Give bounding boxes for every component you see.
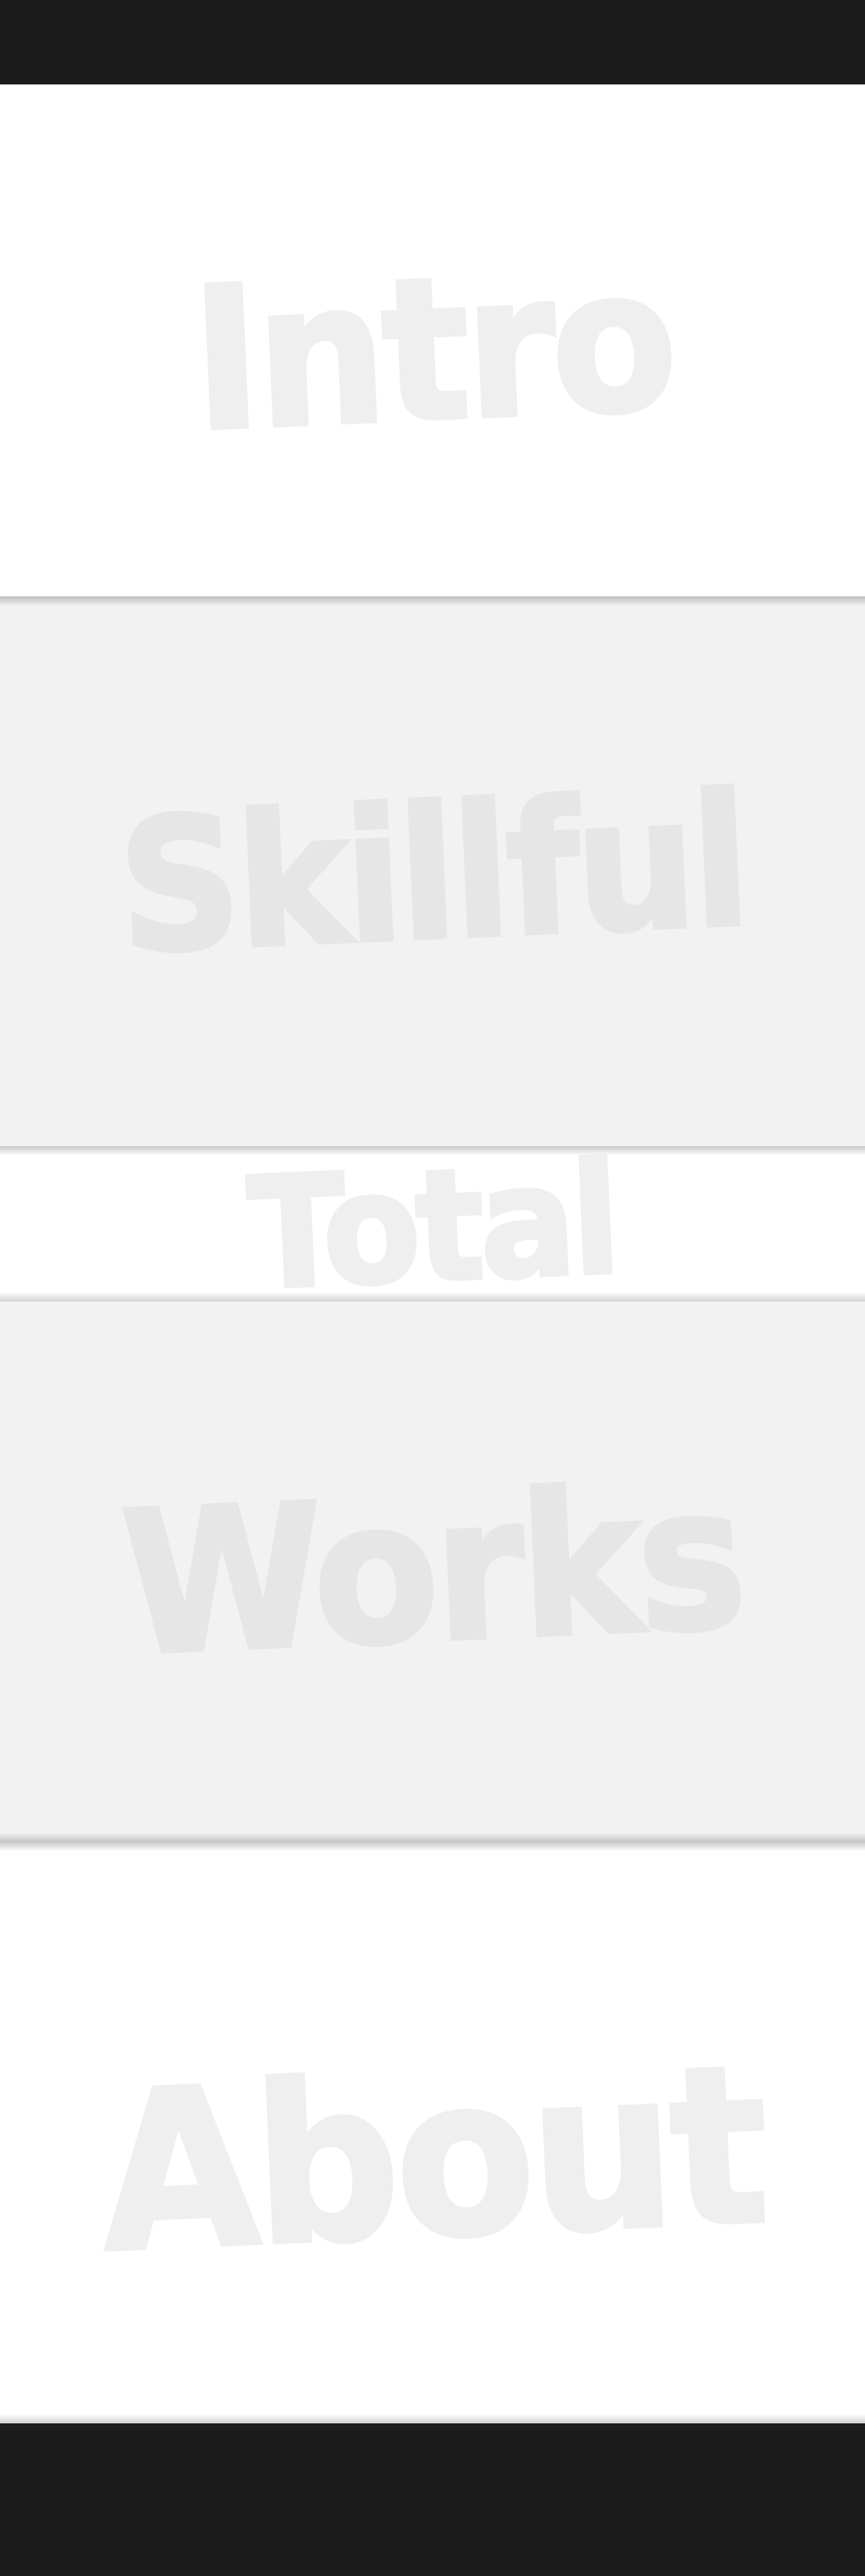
section-skillful: Skillful [0,596,865,1146]
section-heading-works: Works [116,1441,749,1701]
section-heading-about: About [94,2015,771,2303]
section-heading-intro: Intro [186,223,680,478]
section-heading-total: Total [243,1146,622,1302]
section-works: Works [0,1302,865,1842]
section-heading-skillful: Skillful [113,752,753,996]
bottom-bar [0,2423,865,2576]
top-bar [0,0,865,84]
section-about: About [0,1842,865,2423]
section-intro: Intro [0,84,865,596]
section-total: Total [0,1146,865,1302]
